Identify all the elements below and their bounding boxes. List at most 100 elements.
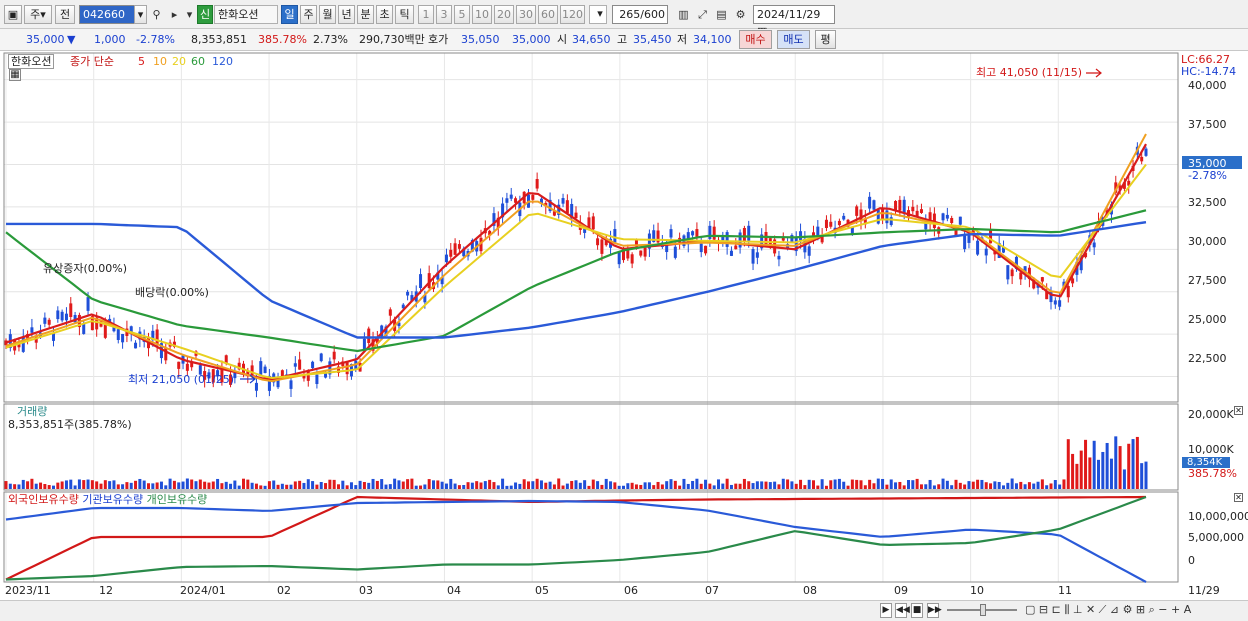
count-display[interactable]: 265/600 (612, 5, 668, 24)
candle-body (712, 226, 716, 240)
volume-bar (613, 482, 617, 489)
volume-bar (907, 479, 910, 489)
x-label-05: 05 (535, 584, 549, 597)
period-day-button[interactable]: 일 (281, 5, 298, 24)
legend-institution[interactable]: 기관보유수량 (82, 493, 144, 506)
candle-body (470, 240, 474, 252)
candle-body (267, 375, 271, 391)
candle-body (859, 209, 863, 222)
sell-button[interactable]: 매도 (777, 30, 810, 49)
interval-120-button[interactable]: 120 (560, 5, 585, 24)
fast-forward-icon[interactable]: ▶▶ (927, 603, 942, 618)
rewind-icon[interactable]: ◀◀ (895, 603, 910, 618)
legend-title: 종가 단순 (70, 55, 114, 68)
volume-bar (760, 481, 764, 489)
legend-ma-5[interactable]: 5 (138, 55, 145, 68)
volume-bar (686, 483, 690, 489)
candle-body (911, 206, 915, 212)
chart-canvas[interactable] (0, 51, 1248, 600)
interval-custom-input[interactable] (589, 5, 607, 24)
volume-bar (799, 479, 803, 489)
volume-bar (790, 481, 794, 489)
volume-bar (548, 481, 552, 489)
volume-bar (285, 484, 289, 489)
volume-bar (824, 485, 828, 489)
chart-tools-icons[interactable]: ▢ ⊟ ⊏ ⫼ ⊥ ✕ ⟋ ⊿ ⚙ ⊞ ⌕ − + A (1025, 603, 1192, 616)
period-minute-button[interactable]: 분 (357, 5, 374, 24)
volume-close-icon[interactable]: ✕ (1234, 406, 1243, 415)
prev-button[interactable]: 전 (55, 5, 75, 24)
candle-body (643, 247, 647, 257)
interval-dropdown-icon[interactable]: ▾ (597, 7, 603, 20)
x-label-02: 02 (277, 584, 291, 597)
period-year-button[interactable]: 년 (338, 5, 355, 24)
avg-button[interactable]: 평 (815, 30, 836, 49)
candle-body (380, 325, 384, 337)
interval-30-button[interactable]: 30 (516, 5, 536, 24)
interval-1-button[interactable]: 1 (418, 5, 434, 24)
candle-body (1002, 247, 1005, 253)
buy-button[interactable]: 매수 (739, 30, 772, 49)
draw-tool-icon[interactable]: ⤢ (698, 8, 707, 21)
legend-ma-10[interactable]: 10 (153, 55, 167, 68)
volume-bar (1140, 463, 1144, 489)
code-dropdown-icon[interactable]: ▾ (134, 5, 147, 24)
candle-body (885, 210, 889, 224)
period-select[interactable]: 주▾ (24, 5, 52, 24)
zoom-slider-handle[interactable] (980, 604, 986, 616)
interval-3-button[interactable]: 3 (436, 5, 452, 24)
low-arrow-icon (240, 374, 256, 384)
volume-bar (881, 478, 885, 489)
period-week-button[interactable]: 주 (300, 5, 317, 24)
legend-individual[interactable]: 개인보유수량 (146, 493, 208, 506)
stock-code-input[interactable]: 042660 (79, 5, 135, 24)
interval-60-button[interactable]: 60 (538, 5, 558, 24)
speaker-dropdown-icon[interactable]: ▾ (186, 8, 193, 21)
volume-bar (734, 483, 738, 489)
investor-close-icon[interactable]: ✕ (1234, 493, 1243, 502)
candle-icon[interactable]: ▥ (678, 8, 689, 21)
candle-body (574, 212, 578, 219)
period-tick-button[interactable]: 틱 (395, 5, 414, 24)
candle-body (1023, 266, 1027, 273)
search-icon[interactable]: ⚲ (152, 8, 161, 21)
current-price: 35,000 (26, 33, 65, 46)
save-icon[interactable]: ▤ (716, 8, 727, 21)
chart-area[interactable]: 한화오션 종가 단순 5 10 20 60 120 ▦ LC:66.27 HC:… (0, 51, 1248, 621)
volume-bar (781, 478, 785, 489)
volume-bar (414, 485, 418, 489)
legend-stock-name[interactable]: 한화오션 (8, 54, 55, 69)
volume-bar (885, 484, 889, 489)
candle-body (799, 231, 803, 241)
speaker-icon[interactable]: ▸ (171, 8, 178, 21)
current-pct-label: -2.78% (1188, 169, 1227, 182)
legend-ma-120[interactable]: 120 (212, 55, 233, 68)
volume-bar (324, 483, 328, 489)
date-input[interactable]: 2024/11/29 ▦ (753, 5, 835, 38)
window-menu-icon[interactable]: ▣ (4, 5, 22, 24)
interval-10-button[interactable]: 10 (472, 5, 492, 24)
stop-icon[interactable]: ■ (911, 603, 923, 618)
legend-ma-60[interactable]: 60 (191, 55, 205, 68)
candle-body (721, 236, 725, 241)
settings-gear-icon[interactable]: ⚙ (735, 8, 746, 21)
scroll-right-icon[interactable]: ▶ (880, 603, 892, 618)
interval-5-button[interactable]: 5 (454, 5, 470, 24)
y-tick-27500: 27,500 (1188, 274, 1227, 287)
legend-ma-20[interactable]: 20 (172, 55, 186, 68)
legend-foreign[interactable]: 외국인보유수량 (8, 493, 79, 506)
volume-bar (604, 478, 608, 489)
candle-body (928, 212, 932, 224)
volume-bar (427, 479, 431, 489)
volume-bar (13, 484, 17, 489)
period-month-button[interactable]: 월 (319, 5, 336, 24)
table-toggle-icon[interactable]: ▦ (9, 69, 21, 81)
interval-20-button[interactable]: 20 (494, 5, 514, 24)
volume-bar (246, 479, 250, 489)
volume-bar (924, 484, 928, 489)
candle-body (60, 311, 64, 321)
period-second-button[interactable]: 초 (376, 5, 393, 24)
volume-panel-title[interactable]: 거래량 (17, 405, 48, 418)
candle-body (453, 243, 457, 255)
volume-bar (103, 480, 107, 489)
